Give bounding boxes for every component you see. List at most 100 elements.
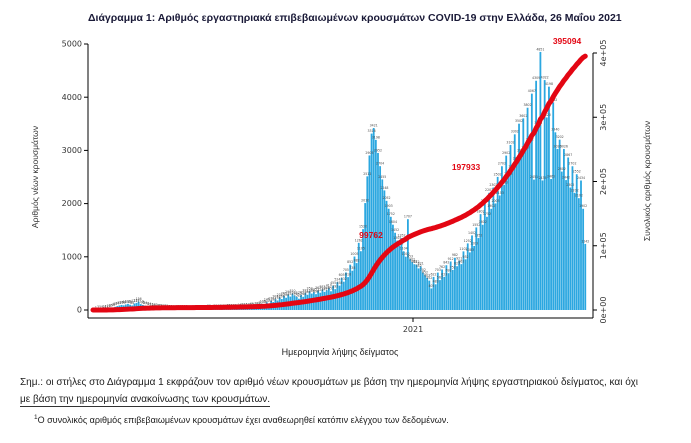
svg-text:21: 21 [105, 304, 109, 308]
svg-text:861: 861 [411, 260, 417, 264]
svg-text:2702: 2702 [568, 162, 576, 166]
svg-text:4322: 4322 [541, 75, 549, 79]
svg-text:912: 912 [448, 257, 454, 261]
svg-text:383: 383 [319, 285, 325, 289]
svg-text:1002: 1002 [402, 252, 410, 256]
svg-text:55: 55 [149, 302, 153, 306]
svg-text:3340: 3340 [551, 128, 559, 132]
svg-text:232: 232 [277, 293, 283, 297]
svg-text:1e+05: 1e+05 [599, 232, 608, 259]
annotation-1: 197933 [452, 162, 481, 172]
svg-text:1104: 1104 [400, 247, 408, 251]
svg-text:362: 362 [315, 286, 321, 290]
svg-text:1903: 1903 [385, 204, 393, 208]
svg-text:341: 341 [322, 287, 328, 291]
svg-text:3026: 3026 [560, 144, 568, 148]
svg-text:1604: 1604 [389, 220, 397, 224]
svg-text:28: 28 [107, 304, 111, 308]
svg-text:84: 84 [143, 301, 147, 305]
svg-text:622: 622 [431, 272, 437, 276]
svg-text:298: 298 [313, 290, 319, 294]
annotation-0: 99762 [359, 230, 383, 240]
svg-text:72: 72 [145, 302, 149, 306]
daily-cases-bars [95, 51, 587, 311]
svg-text:352: 352 [307, 287, 313, 291]
svg-text:1552: 1552 [472, 223, 480, 227]
svg-text:2602: 2602 [558, 167, 566, 171]
svg-text:852: 852 [347, 260, 353, 264]
svg-text:368: 368 [324, 286, 330, 290]
svg-text:752: 752 [450, 265, 456, 269]
svg-text:821: 821 [418, 262, 424, 266]
svg-text:60: 60 [113, 302, 117, 306]
svg-text:4067: 4067 [528, 89, 536, 93]
svg-text:1402: 1402 [468, 231, 476, 235]
svg-text:2442: 2442 [562, 175, 570, 179]
svg-text:2952: 2952 [374, 148, 382, 152]
svg-text:0e+00: 0e+00 [599, 297, 608, 324]
svg-text:64: 64 [147, 302, 151, 306]
x-axis-title: Ημερομηνία λήψης δείγματος [282, 347, 399, 357]
svg-text:1352: 1352 [397, 233, 405, 237]
svg-text:86: 86 [130, 301, 134, 305]
svg-text:1262: 1262 [355, 238, 363, 242]
svg-text:74: 74 [115, 301, 119, 305]
svg-text:2434: 2434 [577, 176, 585, 180]
svg-text:1000: 1000 [62, 252, 82, 261]
svg-text:1352: 1352 [474, 233, 482, 237]
svg-text:562: 562 [437, 276, 443, 280]
svg-text:80: 80 [258, 301, 262, 305]
svg-text:1105: 1105 [357, 247, 365, 251]
svg-text:72: 72 [254, 302, 258, 306]
svg-text:3202: 3202 [556, 135, 564, 139]
svg-text:705: 705 [343, 268, 349, 272]
svg-text:455: 455 [330, 281, 336, 285]
svg-text:1802: 1802 [476, 210, 484, 214]
svg-text:150: 150 [270, 297, 276, 301]
svg-text:603: 603 [424, 273, 430, 277]
svg-text:3602: 3602 [519, 114, 527, 118]
svg-text:483: 483 [433, 280, 439, 284]
svg-text:2003: 2003 [491, 199, 499, 203]
svg-text:952: 952 [463, 255, 469, 259]
svg-text:95: 95 [141, 300, 145, 304]
svg-text:310: 310 [289, 289, 295, 293]
svg-text:322: 322 [302, 288, 308, 292]
svg-text:3620: 3620 [543, 113, 551, 117]
svg-text:605: 605 [339, 273, 345, 277]
svg-text:782: 782 [416, 264, 422, 268]
chart-footnote: 1Ο συνολικός αριθμός επιβεβαιωμένων κρου… [34, 414, 674, 425]
svg-text:2248: 2248 [380, 186, 388, 190]
svg-text:1902: 1902 [487, 204, 495, 208]
cumulative-cases-line [90, 53, 588, 313]
svg-text:290: 290 [285, 290, 291, 294]
svg-text:3198: 3198 [372, 135, 380, 139]
svg-text:262: 262 [281, 291, 287, 295]
svg-text:99: 99 [128, 300, 132, 304]
svg-text:524: 524 [334, 278, 340, 282]
svg-text:115: 115 [125, 299, 131, 303]
svg-text:65: 65 [250, 302, 254, 306]
svg-text:2902: 2902 [502, 151, 510, 155]
svg-text:692: 692 [445, 269, 451, 273]
svg-text:703: 703 [435, 268, 441, 272]
svg-text:3102: 3102 [506, 140, 514, 144]
svg-text:4198: 4198 [545, 82, 553, 86]
svg-text:738: 738 [349, 266, 355, 270]
svg-text:42: 42 [154, 303, 158, 307]
footnote-text: Ο συνολικός αριθμός επιβεβαιωμένων κρουσ… [37, 415, 449, 425]
svg-text:212: 212 [296, 294, 302, 298]
svg-text:2e+05: 2e+05 [599, 168, 608, 195]
svg-text:405: 405 [428, 284, 434, 288]
svg-text:410: 410 [326, 284, 332, 288]
svg-text:953: 953 [407, 255, 413, 259]
svg-text:2502: 2502 [494, 172, 502, 176]
svg-text:3302: 3302 [511, 130, 519, 134]
svg-text:2302: 2302 [566, 183, 574, 187]
svg-text:104: 104 [123, 300, 129, 304]
svg-text:2702: 2702 [498, 162, 506, 166]
chart-svg: 1 3 5 9 142128354660748595881041159986121133… [30, 36, 652, 357]
footnote-marker: 1 [34, 414, 38, 421]
svg-text:1252: 1252 [464, 239, 472, 243]
svg-text:2021: 2021 [403, 325, 423, 334]
